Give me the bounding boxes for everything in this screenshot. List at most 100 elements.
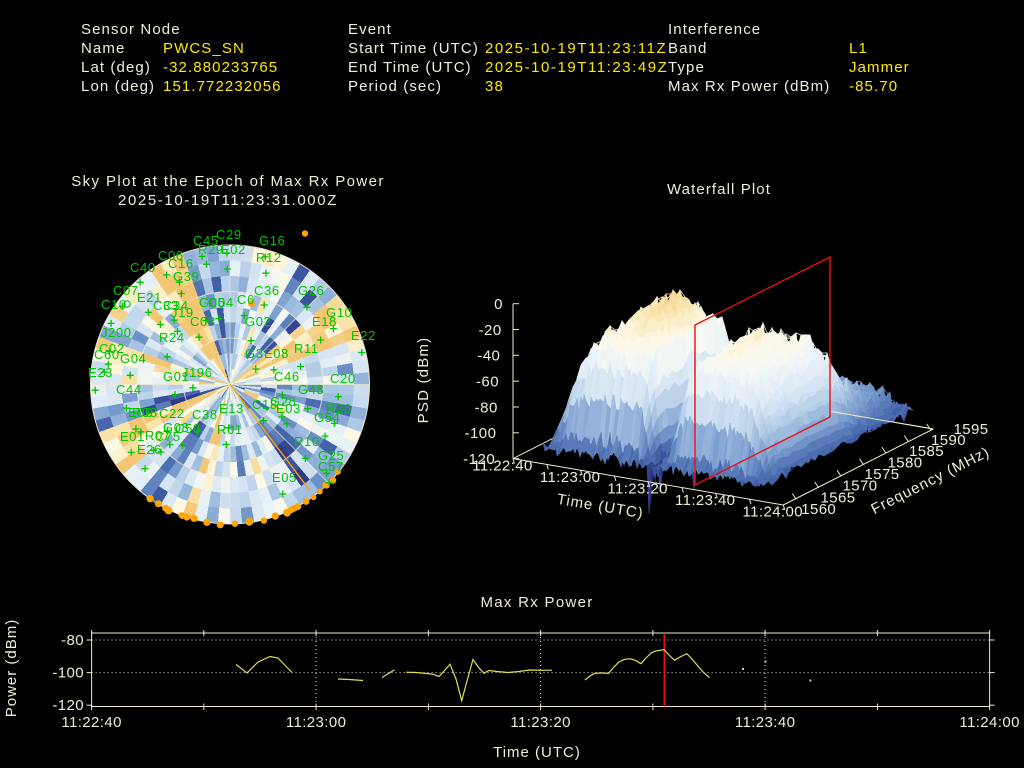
svg-text:C57: C57 xyxy=(318,459,344,474)
svg-text:C29: C29 xyxy=(216,227,242,242)
svg-text:G04: G04 xyxy=(120,351,146,366)
svg-text:-100: -100 xyxy=(52,665,84,682)
svg-text:-120: -120 xyxy=(463,451,495,468)
svg-text:-20: -20 xyxy=(479,322,502,339)
svg-text:Max Rx Power: Max Rx Power xyxy=(480,594,593,611)
svg-text:11:23:00: 11:23:00 xyxy=(286,714,346,731)
svg-text:Type: Type xyxy=(668,59,705,76)
svg-text:Band: Band xyxy=(668,40,707,57)
svg-text:R29: R29 xyxy=(198,242,224,257)
svg-text:C22: C22 xyxy=(159,406,185,421)
svg-text:C40: C40 xyxy=(130,260,156,275)
svg-text:-80: -80 xyxy=(61,632,84,649)
svg-text:1560: 1560 xyxy=(801,501,836,518)
svg-text:G16: G16 xyxy=(259,233,285,248)
svg-text:R07: R07 xyxy=(145,428,171,443)
svg-text:C34: C34 xyxy=(163,298,189,313)
svg-text:E05: E05 xyxy=(272,470,297,485)
svg-text:11:22:40: 11:22:40 xyxy=(61,714,121,731)
svg-text:C6: C6 xyxy=(237,292,255,307)
svg-text:E03: E03 xyxy=(276,401,301,416)
svg-text:1590: 1590 xyxy=(931,432,966,449)
svg-text:R01: R01 xyxy=(217,422,243,437)
svg-text:G02: G02 xyxy=(245,314,271,329)
svg-text:C04: C04 xyxy=(208,295,234,310)
svg-text:Jammer: Jammer xyxy=(849,59,910,76)
svg-text:PSD (dBm): PSD (dBm) xyxy=(415,337,432,424)
svg-text:R24: R24 xyxy=(159,330,185,345)
svg-text:C33: C33 xyxy=(153,298,179,313)
svg-text:G54: G54 xyxy=(314,410,340,425)
svg-text:J19: J19 xyxy=(171,305,194,320)
svg-text:G25: G25 xyxy=(318,448,344,463)
svg-text:2025-10-19T11:23:31.000Z: 2025-10-19T11:23:31.000Z xyxy=(118,192,338,209)
svg-text:E01: E01 xyxy=(120,429,145,444)
svg-text:Waterfall Plot: Waterfall Plot xyxy=(667,181,771,198)
svg-text:1585: 1585 xyxy=(909,443,944,460)
svg-text:11:22:40: 11:22:40 xyxy=(472,457,532,474)
svg-text:1575: 1575 xyxy=(865,466,900,483)
svg-text:R12: R12 xyxy=(256,250,282,265)
svg-text:1595: 1595 xyxy=(954,421,989,438)
svg-text:E08: E08 xyxy=(264,346,289,361)
svg-text:E21: E21 xyxy=(137,290,162,305)
svg-text:11:23:20: 11:23:20 xyxy=(510,714,570,731)
svg-text:G28: G28 xyxy=(270,394,296,409)
svg-text:-85.70: -85.70 xyxy=(849,78,898,95)
svg-text:11:24:00: 11:24:00 xyxy=(959,714,1019,731)
svg-text:C38: C38 xyxy=(192,407,218,422)
svg-text:1580: 1580 xyxy=(888,455,923,472)
svg-text:R10: R10 xyxy=(294,434,320,449)
svg-text:151.772232056: 151.772232056 xyxy=(163,78,282,95)
svg-text:E06: E06 xyxy=(128,405,153,420)
svg-text:-100: -100 xyxy=(464,425,496,442)
svg-text:C16: C16 xyxy=(168,256,194,271)
svg-text:-60: -60 xyxy=(476,374,499,391)
svg-text:E23: E23 xyxy=(88,365,113,380)
svg-text:11:23:00: 11:23:00 xyxy=(540,469,600,486)
svg-text:0: 0 xyxy=(494,296,503,313)
svg-text:2025-10-19T11:23:11Z: 2025-10-19T11:23:11Z xyxy=(485,40,667,57)
svg-text:Event: Event xyxy=(348,21,392,38)
svg-text:C10: C10 xyxy=(101,297,127,312)
svg-text:Period (sec): Period (sec) xyxy=(348,78,442,95)
svg-text:Sensor Node: Sensor Node xyxy=(81,21,181,38)
svg-text:C44: C44 xyxy=(116,382,142,397)
svg-text:R08: R08 xyxy=(132,405,158,420)
svg-text:C07: C07 xyxy=(113,283,139,298)
svg-text:C03: C03 xyxy=(190,314,216,329)
svg-text:C36: C36 xyxy=(254,283,280,298)
svg-text:E22: E22 xyxy=(351,328,376,343)
svg-text:G48: G48 xyxy=(298,382,324,397)
svg-text:Interference: Interference xyxy=(668,21,761,38)
svg-text:J196: J196 xyxy=(182,365,213,380)
svg-text:E02: E02 xyxy=(221,242,246,257)
svg-text:C45: C45 xyxy=(193,233,219,248)
svg-text:Start Time (UTC): Start Time (UTC) xyxy=(348,40,479,57)
svg-text:11:23:40: 11:23:40 xyxy=(675,492,735,509)
svg-text:Name: Name xyxy=(81,40,125,57)
svg-text:Sky Plot at the Epoch of Max R: Sky Plot at the Epoch of Max Rx Power xyxy=(71,173,385,190)
svg-text:11:24:00: 11:24:00 xyxy=(743,504,803,521)
svg-text:Power (dBm): Power (dBm) xyxy=(3,619,20,718)
svg-text:C02: C02 xyxy=(99,341,125,356)
svg-text:1565: 1565 xyxy=(821,489,856,506)
svg-text:C50: C50 xyxy=(175,421,201,436)
svg-text:G26: G26 xyxy=(298,283,324,298)
svg-text:G01: G01 xyxy=(163,369,189,384)
svg-text:Lat (deg): Lat (deg) xyxy=(81,59,151,76)
svg-text:C18: C18 xyxy=(252,397,278,412)
svg-text:L1: L1 xyxy=(849,40,868,57)
svg-text:End Time (UTC): End Time (UTC) xyxy=(348,59,472,76)
svg-text:-80: -80 xyxy=(475,399,498,416)
svg-text:2025-10-19T11:23:49Z: 2025-10-19T11:23:49Z xyxy=(485,59,668,76)
svg-text:G10: G10 xyxy=(326,305,352,320)
svg-text:-32.880233765: -32.880233765 xyxy=(163,59,278,76)
svg-text:E13: E13 xyxy=(219,401,244,416)
svg-text:Time (UTC): Time (UTC) xyxy=(493,744,581,761)
svg-text:-40: -40 xyxy=(477,348,500,365)
svg-text:Max Rx Power (dBm): Max Rx Power (dBm) xyxy=(668,78,830,95)
svg-text:PWCS_SN: PWCS_SN xyxy=(163,40,245,57)
svg-text:E18: E18 xyxy=(312,314,337,329)
svg-text:G3: G3 xyxy=(245,346,264,361)
